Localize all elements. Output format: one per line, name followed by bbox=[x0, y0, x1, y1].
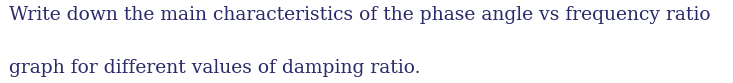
Text: graph for different values of damping ratio.: graph for different values of damping ra… bbox=[9, 59, 420, 77]
Text: Write down the main characteristics of the phase angle vs frequency ratio: Write down the main characteristics of t… bbox=[9, 6, 710, 24]
